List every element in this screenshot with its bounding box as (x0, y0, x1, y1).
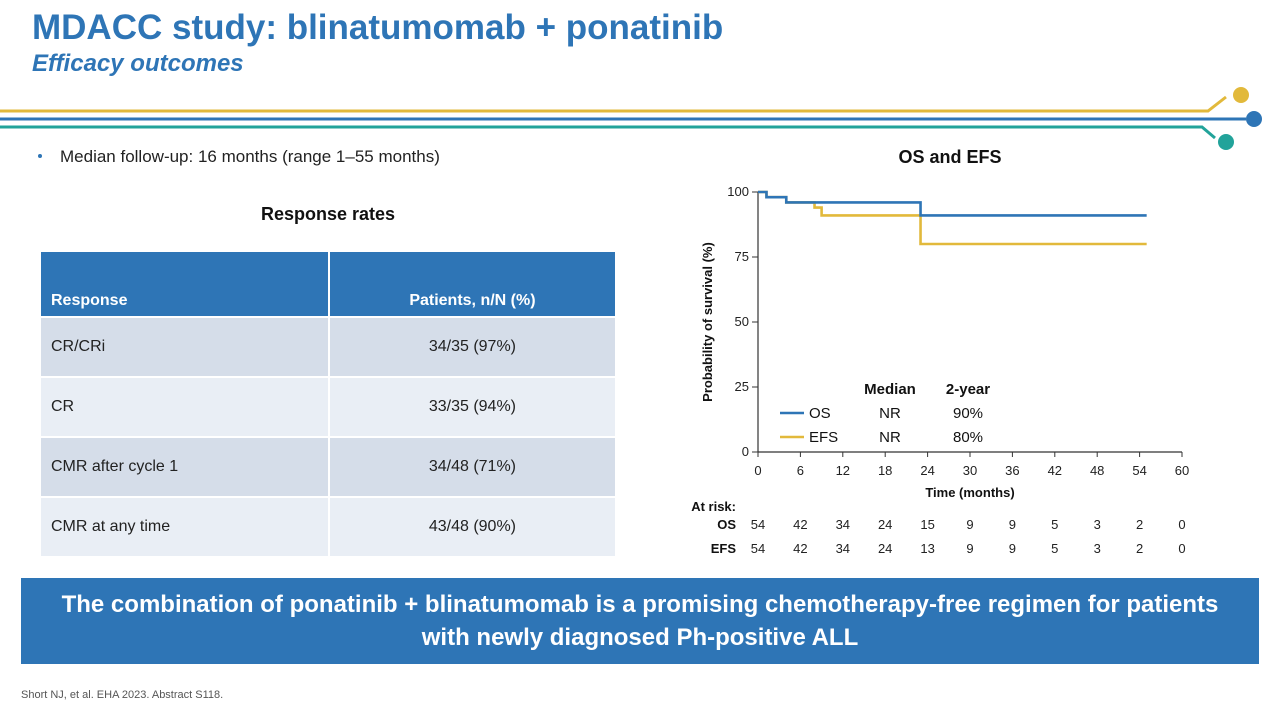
at-risk-value: 2 (1136, 517, 1143, 532)
row-label: CR/CRi (41, 316, 330, 377)
at-risk-value: 9 (1009, 517, 1016, 532)
at-risk-value: 54 (751, 541, 765, 556)
legend-median: NR (879, 405, 901, 422)
x-tick-label: 60 (1175, 463, 1189, 478)
x-tick-label: 36 (1005, 463, 1019, 478)
response-rates-title: Response rates (260, 204, 396, 224)
at-risk-value: 24 (878, 541, 892, 556)
legend-series-name: OS (809, 405, 831, 422)
x-tick-label: 30 (963, 463, 977, 478)
header-response: Response (41, 252, 330, 317)
legend-two-year: 80% (953, 429, 983, 446)
page-title: MDACC study: blinatumomab + ponatinib (32, 8, 724, 47)
at-risk-value: 42 (793, 541, 807, 556)
at-risk-row-label: OS (717, 517, 736, 532)
table-header-row: Response Patients, n/N (%) (41, 252, 615, 317)
at-risk-value: 13 (920, 541, 934, 556)
x-tick-label: 18 (878, 463, 892, 478)
table-row: CMR at any time 43/48 (90%) (41, 496, 615, 556)
at-risk-value: 9 (966, 541, 973, 556)
x-tick-label: 6 (797, 463, 804, 478)
x-tick-label: 24 (920, 463, 934, 478)
x-tick-label: 0 (754, 463, 761, 478)
at-risk-value: 15 (920, 517, 934, 532)
series-line-os (758, 190, 1147, 217)
at-risk-value: 2 (1136, 541, 1143, 556)
at-risk-value: 3 (1094, 517, 1101, 532)
at-risk-value: 5 (1051, 517, 1058, 532)
legend-series-name: EFS (809, 429, 838, 446)
teal-dot (1218, 134, 1234, 150)
gold-line (0, 95, 1227, 113)
row-value: 43/48 (90%) (328, 496, 615, 556)
at-risk-value: 42 (793, 517, 807, 532)
conclusion-banner: The combination of ponatinib + blinatumo… (21, 578, 1259, 664)
header-decorative-lines (0, 87, 1262, 150)
km-at-risk-table: At risk: OS 54 42 34 24 15 9 9 5 3 2 0 EFS 54 42 34 24 13 9… (691, 499, 1185, 556)
x-tick-label: 42 (1048, 463, 1062, 478)
legend-two-year: 90% (953, 405, 983, 422)
km-legend: Median 2-year OS NR 90% EFS NR 80% (780, 381, 990, 446)
citation-footnote: Short NJ, et al. EHA 2023. Abstract S118… (21, 689, 224, 701)
page-subtitle: Efficacy outcomes (32, 50, 244, 77)
at-risk-row-label: EFS (711, 541, 737, 556)
y-tick-label: 0 (742, 444, 749, 459)
row-value: 34/48 (71%) (328, 436, 615, 497)
row-value: 34/35 (97%) (328, 316, 615, 377)
at-risk-value: 9 (966, 517, 973, 532)
table-row: CR/CRi 34/35 (97%) (41, 316, 615, 377)
follow-up-bullet: Median follow-up: 16 months (range 1–55 … (38, 147, 440, 167)
at-risk-value: 3 (1094, 541, 1101, 556)
at-risk-label: At risk: (691, 499, 736, 514)
row-value: 33/35 (94%) (328, 376, 615, 437)
at-risk-value: 9 (1009, 541, 1016, 556)
y-tick-label: 75 (735, 249, 749, 264)
blue-dot (1246, 111, 1262, 127)
conclusion-text: The combination of ponatinib + blinatumo… (61, 591, 1219, 651)
at-risk-value: 5 (1051, 541, 1058, 556)
at-risk-value: 34 (836, 517, 850, 532)
legend-header: 2-year (946, 381, 990, 398)
row-label: CR (41, 376, 330, 437)
gold-dot (1233, 87, 1249, 103)
x-tick-label: 54 (1132, 463, 1146, 478)
teal-line (0, 125, 1216, 140)
km-axes: 0 25 50 75 100 0 6 12 18 24 30 36 42 48 54 60 Time (mont… (700, 184, 1189, 500)
y-tick-label: 25 (735, 379, 749, 394)
at-risk-value: 24 (878, 517, 892, 532)
km-lines (758, 190, 1147, 246)
table-row: CR 33/35 (94%) (41, 376, 615, 437)
legend-header: Median (864, 381, 916, 398)
y-tick-label: 100 (727, 184, 749, 199)
at-risk-value: 0 (1178, 541, 1185, 556)
bullet-dot-icon (38, 153, 42, 158)
table-row: CMR after cycle 1 34/48 (71%) (41, 436, 615, 497)
at-risk-value: 54 (751, 517, 765, 532)
x-axis-label: Time (months) (925, 485, 1014, 500)
at-risk-value: 34 (836, 541, 850, 556)
legend-median: NR (879, 429, 901, 446)
km-chart-title: OS and EFS (898, 147, 1002, 167)
follow-up-text: Median follow-up: 16 months (range 1–55 … (60, 147, 440, 166)
y-axis-label: Probability of survival (%) (700, 242, 715, 402)
x-tick-label: 48 (1090, 463, 1104, 478)
response-rates-table: Response Patients, n/N (%) CR/CRi 34/35 … (41, 252, 615, 556)
x-tick-label: 12 (836, 463, 850, 478)
at-risk-value: 0 (1178, 517, 1185, 532)
row-label: CMR at any time (41, 496, 330, 556)
header-patients: Patients, n/N (%) (328, 252, 615, 317)
y-tick-label: 50 (735, 314, 749, 329)
row-label: CMR after cycle 1 (41, 436, 330, 497)
series-line-efs (758, 190, 1147, 246)
